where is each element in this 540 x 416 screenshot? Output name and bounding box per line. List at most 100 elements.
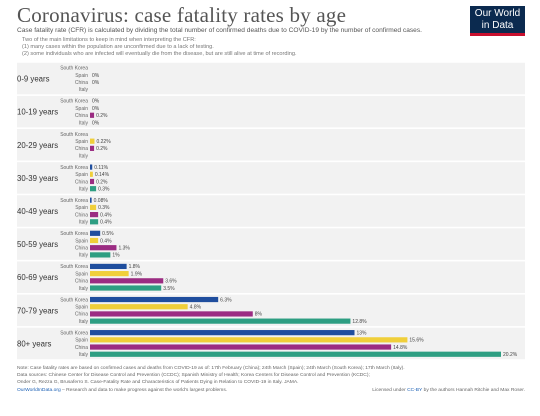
group-background: [17, 62, 525, 95]
bar: [90, 186, 97, 192]
value-label: 0.4%: [100, 238, 112, 244]
bar: [90, 230, 101, 236]
bar: [90, 263, 127, 270]
bar: [90, 285, 162, 291]
owid-logo[interactable]: Our World in Data: [470, 6, 525, 36]
category-label: 60-69 years: [17, 273, 58, 282]
series-label: China: [75, 279, 88, 285]
bar: [90, 138, 95, 144]
chart-title: Coronavirus: case fatality rates by age: [17, 3, 347, 27]
site-tagline: – Research and data to make progress aga…: [60, 388, 228, 393]
series-label: South Korea: [60, 66, 88, 72]
license-prefix: Licensed under: [372, 388, 408, 393]
bar: [90, 296, 219, 303]
bar: [90, 252, 111, 258]
series-label: Italy: [79, 319, 89, 325]
logo-line-2: in Data: [481, 19, 514, 31]
value-label: 12.8%: [352, 319, 367, 325]
group-background: [17, 162, 525, 194]
footnote: Note: Case fatality rates are based on c…: [17, 366, 405, 371]
logo-line-1: Our World: [474, 8, 521, 19]
series-label: China: [75, 212, 88, 218]
series-label: China: [75, 146, 88, 152]
value-label: 1.8%: [129, 264, 141, 270]
series-label: Italy: [79, 352, 89, 358]
value-label: 1%: [112, 253, 120, 259]
category-label: 30-39 years: [17, 174, 58, 183]
bar: [90, 304, 188, 310]
value-label: 6.3%: [220, 297, 232, 303]
value-label: 0.11%: [94, 165, 108, 171]
bar: [90, 204, 97, 210]
site-footer: OurWorldInData.org – Research and data t…: [17, 388, 227, 393]
value-label: 0.3%: [98, 186, 110, 192]
value-label: 0.2%: [96, 146, 108, 152]
value-label: 3.5%: [163, 286, 175, 292]
bar: [90, 318, 351, 324]
bar: [90, 164, 93, 170]
series-label: Spain: [75, 338, 88, 344]
series-label: South Korea: [60, 264, 88, 270]
value-label: 0.22%: [96, 139, 111, 145]
category-label: 40-49 years: [17, 207, 58, 216]
value-label: 13%: [357, 330, 368, 336]
value-label: 20.2%: [503, 352, 518, 358]
series-label: South Korea: [60, 165, 88, 171]
category-label: 80+ years: [17, 339, 52, 348]
series-label: Spain: [75, 271, 88, 277]
license-text: Licensed under CC-BY by the authors Hann…: [372, 388, 525, 393]
category-label: 0-9 years: [17, 75, 50, 84]
note-line-3: (2) some individuals who are infected wi…: [22, 51, 297, 57]
value-label: 0.5%: [102, 231, 114, 237]
series-label: Italy: [79, 120, 89, 126]
bar: [90, 145, 95, 151]
series-label: Spain: [75, 205, 88, 211]
group-background: [17, 129, 525, 161]
bar: [90, 245, 117, 251]
series-label: Italy: [79, 153, 89, 159]
value-label: 0.2%: [96, 179, 108, 185]
value-label: 0%: [92, 99, 100, 105]
value-label: 0.14%: [95, 172, 110, 178]
value-label: 3.6%: [165, 279, 177, 285]
bar: [90, 344, 392, 350]
bar: [90, 219, 99, 225]
category-label: 20-29 years: [17, 141, 58, 150]
value-label: 0%: [92, 120, 100, 126]
series-label: South Korea: [60, 132, 88, 138]
value-label: 8%: [255, 312, 263, 318]
category-label: 50-59 years: [17, 240, 58, 249]
note-line-1: Two of the main limitations to keep in m…: [22, 37, 196, 43]
bar: [90, 311, 253, 317]
site-link[interactable]: OurWorldInData.org: [17, 388, 61, 393]
bar: [90, 171, 93, 177]
chart-subtitle: Case fatality rate (CFR) is calculated b…: [17, 27, 422, 34]
category-label: 10-19 years: [17, 108, 58, 117]
sources-line-1: Data sources: Chinese Center for Disease…: [17, 373, 370, 378]
series-label: China: [75, 312, 88, 318]
series-label: Spain: [75, 238, 88, 244]
sources-line-2: Onder G, Rezza G, Brusaferro S. Case-Fat…: [17, 380, 299, 385]
series-label: Italy: [79, 253, 89, 259]
bar: [90, 278, 164, 284]
bar: [90, 351, 501, 357]
value-label: 0%: [92, 106, 100, 112]
license-link[interactable]: CC-BY: [407, 388, 423, 393]
series-label: China: [75, 246, 88, 252]
value-label: 0.4%: [100, 220, 112, 226]
series-label: Italy: [79, 286, 89, 292]
license-suffix: by the authors Hannah Ritchie and Max Ro…: [422, 388, 525, 393]
bar: [90, 271, 129, 277]
series-label: Spain: [75, 139, 88, 145]
value-label: 14.8%: [393, 345, 408, 351]
bar: [90, 112, 95, 118]
series-label: South Korea: [60, 99, 88, 105]
series-label: China: [75, 179, 88, 185]
series-label: Italy: [79, 186, 89, 192]
value-label: 0.3%: [98, 205, 110, 211]
bar: [90, 237, 99, 244]
series-label: China: [75, 113, 88, 119]
note-line-2: (1) many cases within the population are…: [22, 44, 214, 50]
series-label: Spain: [75, 106, 88, 112]
